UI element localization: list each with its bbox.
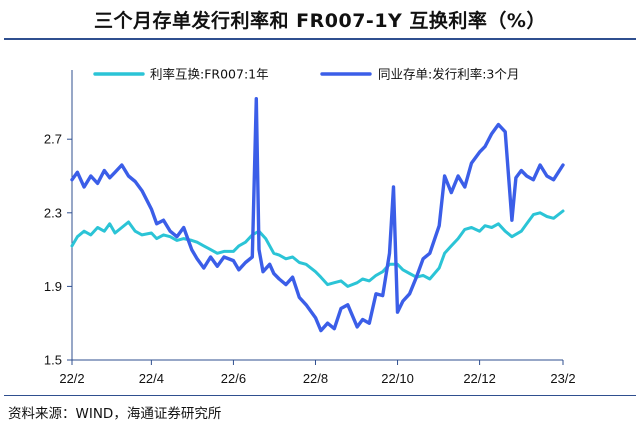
series-line-ncd xyxy=(70,96,565,333)
plot-area: 1.5 1.9 2.3 2.7 22/2 22/4 22/6 22/8 22/10 22/12 23… xyxy=(44,67,576,387)
x-tick-label: 22/8 xyxy=(303,371,328,386)
line-chart: 1.5 1.9 2.3 2.7 22/2 22/4 22/6 22/8 22/10 22/12 23… xyxy=(44,67,576,387)
x-tick-label: 22/2 xyxy=(59,371,84,386)
y-tick-label: 1.9 xyxy=(44,279,62,294)
x-tick-label: 23/2 xyxy=(550,371,575,386)
y-tick-label: 2.7 xyxy=(44,132,62,147)
chart-title: 三个月存单发行利率和 FR007-1Y 互换利率（%） xyxy=(94,10,546,32)
y-tick-label: 2.3 xyxy=(44,205,62,220)
x-tick-label: 22/4 xyxy=(139,371,164,386)
legend-label: 利率互换:FR007:1年 xyxy=(150,67,269,82)
x-tick-label: 22/12 xyxy=(463,371,496,386)
series-line-swap xyxy=(70,209,565,288)
legend-label: 同业存单:发行利率:3个月 xyxy=(378,67,519,82)
x-tick-label: 22/6 xyxy=(221,371,246,386)
x-tick-label: 22/10 xyxy=(381,371,414,386)
title-rule xyxy=(4,38,636,40)
source-rule xyxy=(4,395,636,396)
y-tick-label: 1.5 xyxy=(44,353,62,368)
source-note: 资料来源：WIND，海通证券研究所 xyxy=(8,406,222,422)
